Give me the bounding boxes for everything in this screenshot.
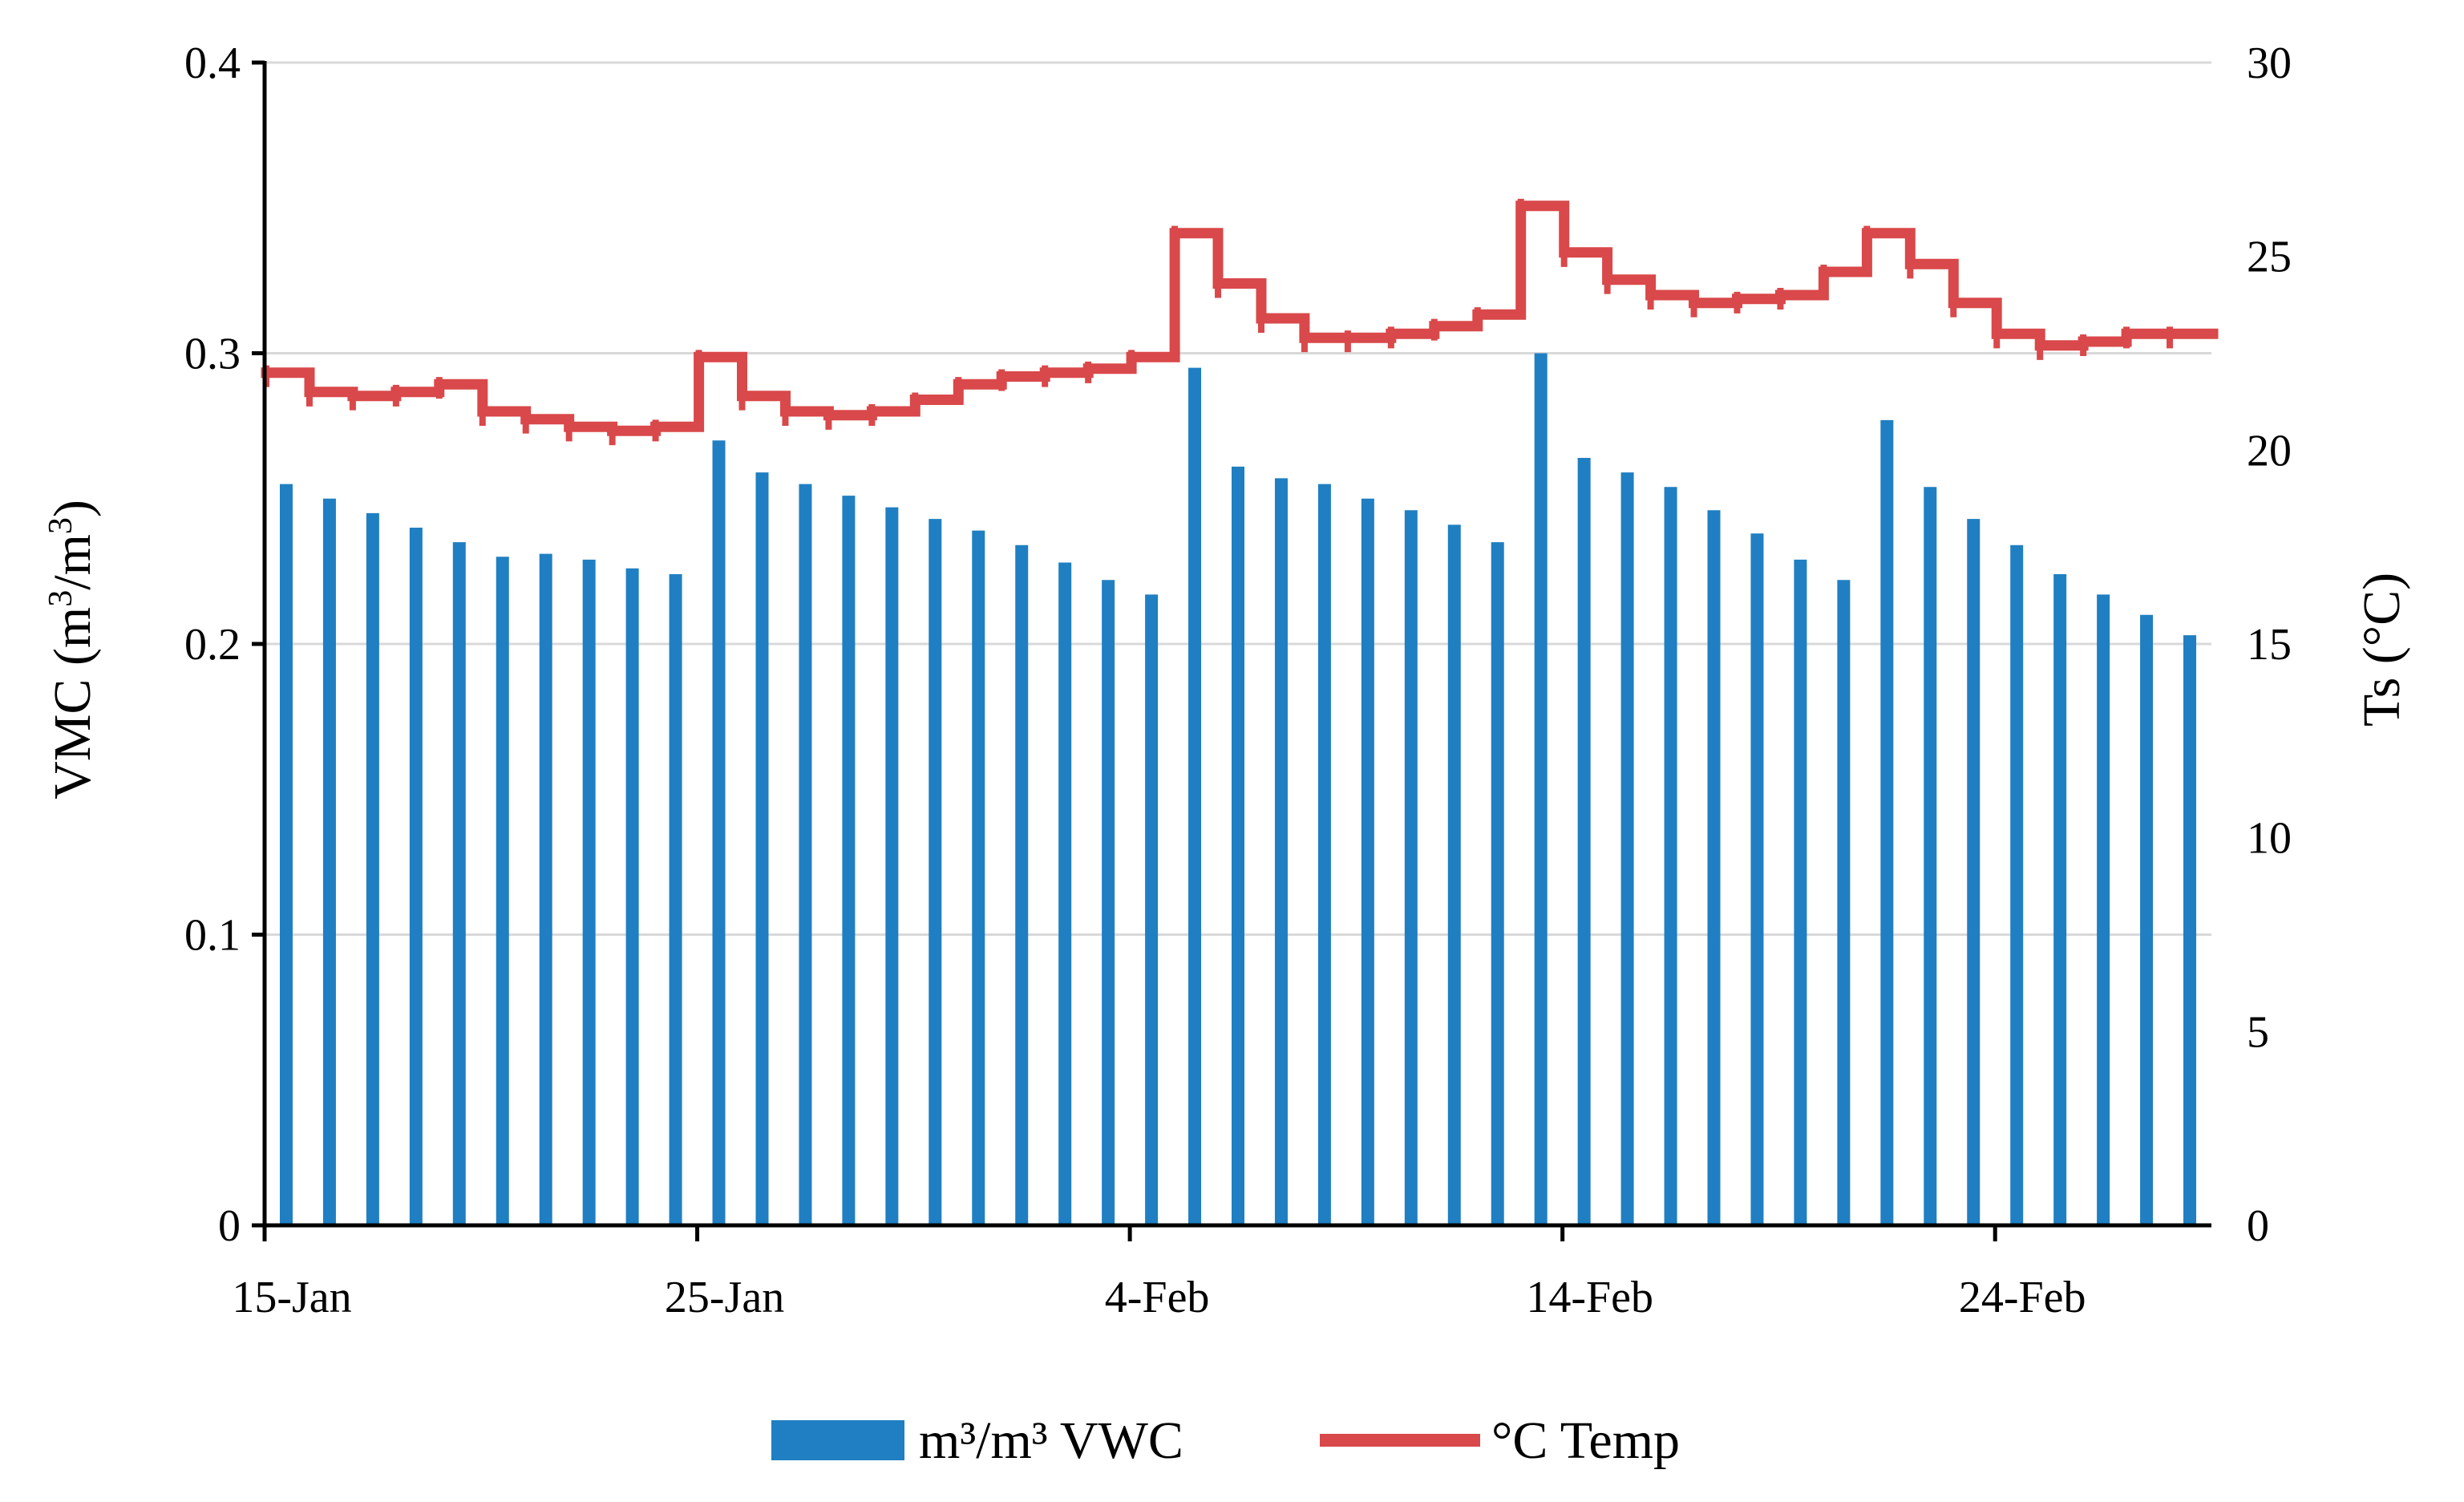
temperature-line [261,200,2219,436]
vwc-bar [1404,510,1418,1225]
left-axis-title-part: VMC (m [43,607,102,800]
vwc-bar [1750,533,1764,1225]
vwc-bar [2010,545,2024,1225]
right-axis-tick-label: 5 [2247,1007,2269,1057]
temperature-line-layer [261,198,2219,446]
vwc-bar [1058,562,1072,1225]
left-axis-title-superscript: 3 [42,590,79,607]
vwc-bar [582,559,596,1225]
left-axis-tick-label: 0.2 [184,620,241,670]
left-axis-tick-label: 0.1 [184,911,241,961]
vwc-bar [1924,487,1937,1225]
vwc-bar [1664,487,1677,1225]
left-axis-title: VMC (m3/m3) [42,500,102,800]
right-axis-title: Ts (°C) [2353,573,2411,727]
right-axis-tick-label: 30 [2247,38,2292,88]
vwc-bar [1880,419,1894,1225]
vwc-bar [1967,519,1981,1225]
left-axis-title-superscript: 3 [42,517,79,534]
left-axis-tick-label: 0.3 [184,330,241,379]
vwc-bar [1188,367,1202,1225]
x-axis-tick-label: 24-Feb [1959,1273,2086,1322]
vwc-bar [625,568,639,1225]
vwc-bar [1794,559,1807,1225]
vwc-bar [1361,498,1374,1225]
vwc-bar [1145,594,1159,1225]
vwc-bar [1102,580,1115,1225]
vwc-bar [669,574,682,1225]
vwc-bar [1491,542,1504,1225]
vwc-bars [279,353,2197,1225]
right-axis-tick-label: 25 [2247,233,2292,282]
vwc-bar [1577,458,1591,1225]
left-axis-tick-label: 0 [218,1201,241,1251]
vwc-bar [1707,510,1721,1225]
vwc-bar [755,472,769,1225]
vwc-bar [799,484,812,1225]
legend-temp-label: °C Temp [1491,1411,1680,1470]
vwc-bar [539,553,552,1225]
tick-labels: 0 0.1 0.2 0.3 0.4 0 5 10 15 20 25 30 15-Jan 25-Jan 4-F… [184,38,2292,1322]
vwc-bar [279,484,293,1225]
vwc-bar [972,530,985,1225]
vwc-bar [496,557,509,1225]
vwc-bar [712,440,726,1225]
vwc-bar [1015,545,1029,1225]
left-axis-title-part: ) [43,500,102,517]
right-axis-tick-label: 0 [2247,1201,2269,1251]
x-axis-tick-label: 25-Jan [665,1273,784,1322]
vwc-bar [322,498,336,1225]
vwc-bar [2097,594,2110,1225]
vwc-bar [1447,524,1461,1225]
legend: m³/m³ VWC °C Temp [771,1411,1680,1470]
x-axis-tick-label: 14-Feb [1526,1273,1653,1322]
vwc-bar [842,496,856,1225]
right-axis-tick-label: 20 [2247,426,2292,476]
vwc-bar [885,507,899,1225]
left-axis-title-part: /m [43,534,102,590]
x-axis-tick-label: 15-Jan [232,1273,351,1322]
right-axis-tick-label: 10 [2247,814,2292,864]
vwc-bar [1317,484,1331,1225]
axes [252,60,2211,1241]
vwc-bar [1274,478,1288,1225]
x-axis-tick-label: 4-Feb [1105,1273,1210,1322]
vwc-bar [1620,472,1634,1225]
vwc-bar [452,542,466,1225]
vwc-bar [409,528,423,1225]
left-axis-tick-label: 0.4 [184,38,241,88]
vwc-bar [366,512,379,1225]
vwc-bar [2183,635,2197,1225]
vwc-bar [2140,614,2154,1225]
legend-vwc-swatch [771,1420,904,1460]
vwc-bar [2053,574,2067,1225]
right-axis-tick-label: 15 [2247,620,2292,670]
vwc-bar [929,519,942,1225]
vwc-bar [1837,580,1851,1225]
vwc-bar [1534,353,1548,1225]
vwc-bar [1232,466,1244,1225]
legend-vwc-label: m³/m³ VWC [919,1411,1183,1470]
